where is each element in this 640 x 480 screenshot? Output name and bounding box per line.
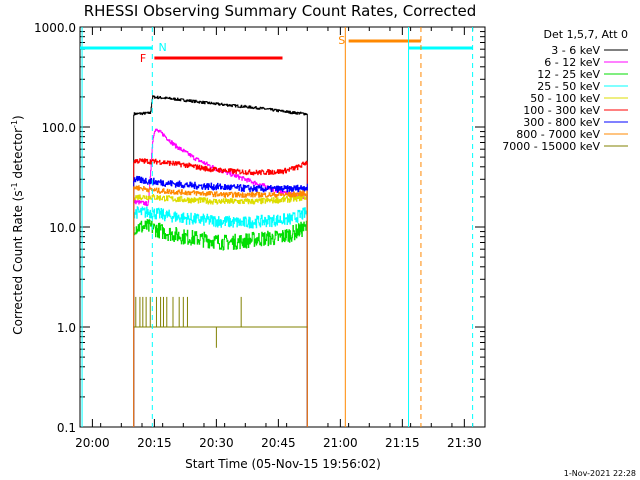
- y-axis-label: Corrected Count Rate (s-1 detector-1): [10, 115, 25, 334]
- x-axis-label: Start Time (05-Nov-15 19:56:02): [185, 457, 381, 471]
- x-tick-label: 21:15: [385, 436, 420, 450]
- series-line: [133, 158, 308, 427]
- timestamp: 1-Nov-2021 22:28: [564, 469, 636, 478]
- series-line: [133, 193, 308, 427]
- y-axis: 0.1 1.0 10.0 100.0 1000.0: [34, 21, 485, 435]
- y-label-main: Corrected Count Rate (s: [11, 190, 25, 334]
- plot-frame: [79, 26, 486, 428]
- series-line: [133, 219, 308, 427]
- y-label-end: ): [11, 115, 25, 120]
- x-tick-label: 20:15: [137, 436, 172, 450]
- chart-title: RHESSI Observing Summary Count Rates, Co…: [84, 2, 477, 20]
- legend-label: 12 - 25 keV: [537, 68, 600, 81]
- y-label-mid: detector: [11, 128, 25, 183]
- y-tick-label: 0.1: [57, 421, 76, 435]
- y-tick-label: 1.0: [57, 321, 76, 335]
- y-label-sup2: -1: [10, 120, 19, 128]
- series-line: [133, 185, 308, 427]
- flag-f-label: F: [140, 52, 146, 65]
- y-tick-label: 10.0: [49, 221, 76, 235]
- legend-label: 100 - 300 keV: [523, 104, 600, 117]
- legend-label: 3 - 6 keV: [551, 44, 600, 57]
- series-layer: [133, 95, 308, 427]
- y-label-sup1: -1: [10, 182, 19, 190]
- legend-label: 7000 - 15000 keV: [502, 140, 600, 153]
- series-line: [133, 95, 308, 427]
- legend-header: Det 1,5,7, Att 0: [544, 28, 628, 41]
- y-tick-label: 100.0: [42, 121, 76, 135]
- x-tick-label: 20:45: [261, 436, 296, 450]
- legend-label: 800 - 7000 keV: [516, 128, 600, 141]
- series-line: [133, 128, 308, 427]
- svg-text:Corrected Count Rate (s-1 dete: Corrected Count Rate (s-1 detector-1): [10, 115, 25, 334]
- series-line: [133, 206, 308, 427]
- legend-label: 50 - 100 keV: [530, 92, 600, 105]
- legend-label: 300 - 800 keV: [523, 116, 600, 129]
- flag-s-label: S: [338, 34, 345, 47]
- legend-label: 6 - 12 keV: [544, 56, 600, 69]
- vertical-markers: [81, 27, 474, 427]
- y-tick-label: 1000.0: [34, 21, 76, 35]
- flag-bars: NF S: [80, 34, 473, 65]
- x-tick-label: 20:00: [75, 436, 110, 450]
- x-tick-label: 21:30: [447, 436, 482, 450]
- series-line: [133, 175, 308, 427]
- legend-label: 25 - 50 keV: [537, 80, 600, 93]
- x-tick-label: 21:00: [323, 436, 358, 450]
- x-tick-label: 20:30: [199, 436, 234, 450]
- x-axis: 20:00 20:15 20:30 20:45 21:00 21:15 21:30: [75, 27, 482, 450]
- flag-n-label: N: [159, 41, 167, 54]
